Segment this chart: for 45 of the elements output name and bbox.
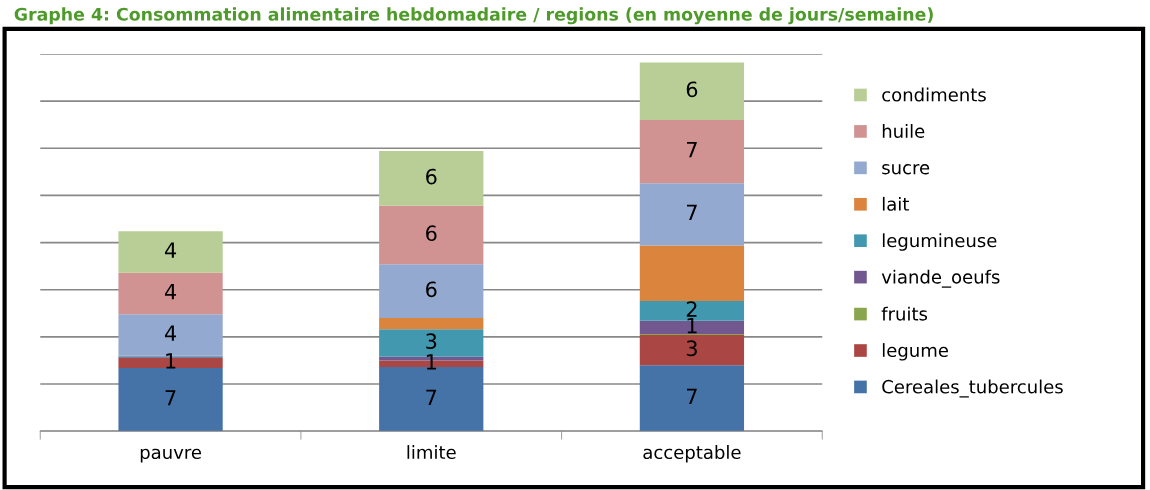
data-label: 1 (166, 353, 176, 369)
legend-label: sucre (882, 164, 930, 175)
data-label: 7 (687, 388, 697, 404)
x-tick-label: acceptable (643, 445, 741, 463)
data-label: 7 (687, 204, 697, 220)
legend-label: lait (882, 196, 909, 211)
legend-label: condiments (882, 87, 986, 102)
legend-label: legumineuse (882, 233, 997, 251)
legend-label: legume (882, 343, 948, 361)
bar (639, 334, 745, 366)
data-label: 7 (426, 389, 437, 405)
bar (379, 205, 484, 265)
legend-label: Cereales_tubercules (882, 379, 1063, 398)
bar (379, 264, 484, 319)
data-label: 2 (686, 301, 697, 317)
data-label: 1 (426, 354, 436, 370)
x-tick-label: pauvre (140, 448, 202, 463)
bar (639, 119, 745, 184)
bar (639, 365, 745, 432)
data-label: 3 (426, 333, 437, 350)
data-label: 4 (164, 325, 177, 341)
data-label: 7 (687, 142, 697, 158)
bar (118, 231, 223, 273)
data-label: 7 (165, 390, 176, 406)
data-label: 6 (426, 168, 437, 185)
bar (379, 151, 484, 206)
bar (639, 320, 745, 335)
data-label: 3 (686, 340, 697, 357)
data-label: 1 (687, 318, 697, 334)
chart-title: Graphe 4: Consommation alimentaire hebdomadaire / regions (en moyenne de jours/semaine) (14, 7, 933, 25)
bar (118, 272, 223, 315)
legend-label: viande_oeufs (881, 269, 1000, 288)
legend-label: huile (882, 124, 925, 138)
data-label: 6 (426, 281, 437, 298)
data-label: 6 (686, 81, 698, 98)
bar (639, 245, 745, 302)
bar (118, 368, 223, 432)
bar (639, 62, 745, 120)
data-label: 4 (164, 284, 177, 300)
bar (379, 318, 484, 330)
legend-label: fruits (881, 306, 928, 321)
x-tick-label: limite (407, 445, 456, 460)
data-label: 6 (426, 225, 437, 242)
bar (639, 183, 745, 246)
data-label: 4 (164, 242, 177, 258)
